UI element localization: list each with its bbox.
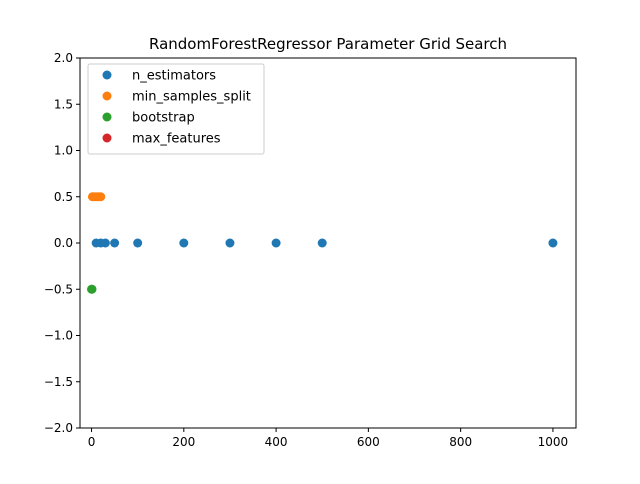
legend-label: min_samples_split: [132, 90, 251, 105]
data-point-n-estimators: [110, 238, 120, 248]
y-tick-label: −0.5: [44, 282, 73, 296]
y-tick-label: 2.0: [54, 51, 73, 65]
x-tick-label: 200: [172, 435, 195, 449]
y-tick-label: −1.0: [44, 329, 73, 343]
y-tick-label: 1.5: [54, 97, 73, 111]
data-points: [87, 192, 558, 294]
x-tick-label: 800: [449, 435, 472, 449]
x-tick-label: 0: [88, 435, 96, 449]
legend-marker: [102, 70, 112, 80]
legend-box: [87, 63, 265, 155]
data-point-n-estimators: [271, 238, 281, 248]
x-tick-label: 400: [265, 435, 288, 449]
legend-marker: [102, 133, 112, 143]
y-tick-label: −1.5: [44, 375, 73, 389]
data-point-n-estimators: [100, 238, 110, 248]
data-point-min-samples-split: [96, 192, 106, 202]
chart-title: RandomForestRegressor Parameter Grid Sea…: [149, 35, 507, 53]
data-point-n-estimators: [548, 238, 558, 248]
x-axis: 0 200 400 600 800 1000: [88, 428, 568, 449]
y-tick-label: −2.0: [44, 421, 73, 435]
y-tick-label: 0.0: [54, 236, 73, 250]
data-point-n-estimators: [317, 238, 327, 248]
legend: n_estimators min_samples_split bootstrap ma…: [87, 63, 265, 155]
y-tick-label: 1.0: [54, 144, 73, 158]
y-axis: −2.0 −1.5 −1.0 −0.5 0.0 0.5 1.0 1.5 2.0: [44, 51, 80, 435]
data-point-bootstrap: [87, 284, 97, 294]
legend-label: n_estimators: [132, 69, 216, 84]
x-tick-label: 600: [357, 435, 380, 449]
legend-marker: [102, 91, 112, 101]
y-tick-label: 0.5: [54, 190, 73, 204]
legend-label: bootstrap: [132, 111, 195, 126]
data-point-n-estimators: [225, 238, 235, 248]
data-point-n-estimators: [133, 238, 143, 248]
data-point-n-estimators: [179, 238, 189, 248]
legend-label: max_features: [132, 132, 221, 147]
x-tick-label: 1000: [538, 435, 569, 449]
legend-marker: [102, 112, 112, 122]
